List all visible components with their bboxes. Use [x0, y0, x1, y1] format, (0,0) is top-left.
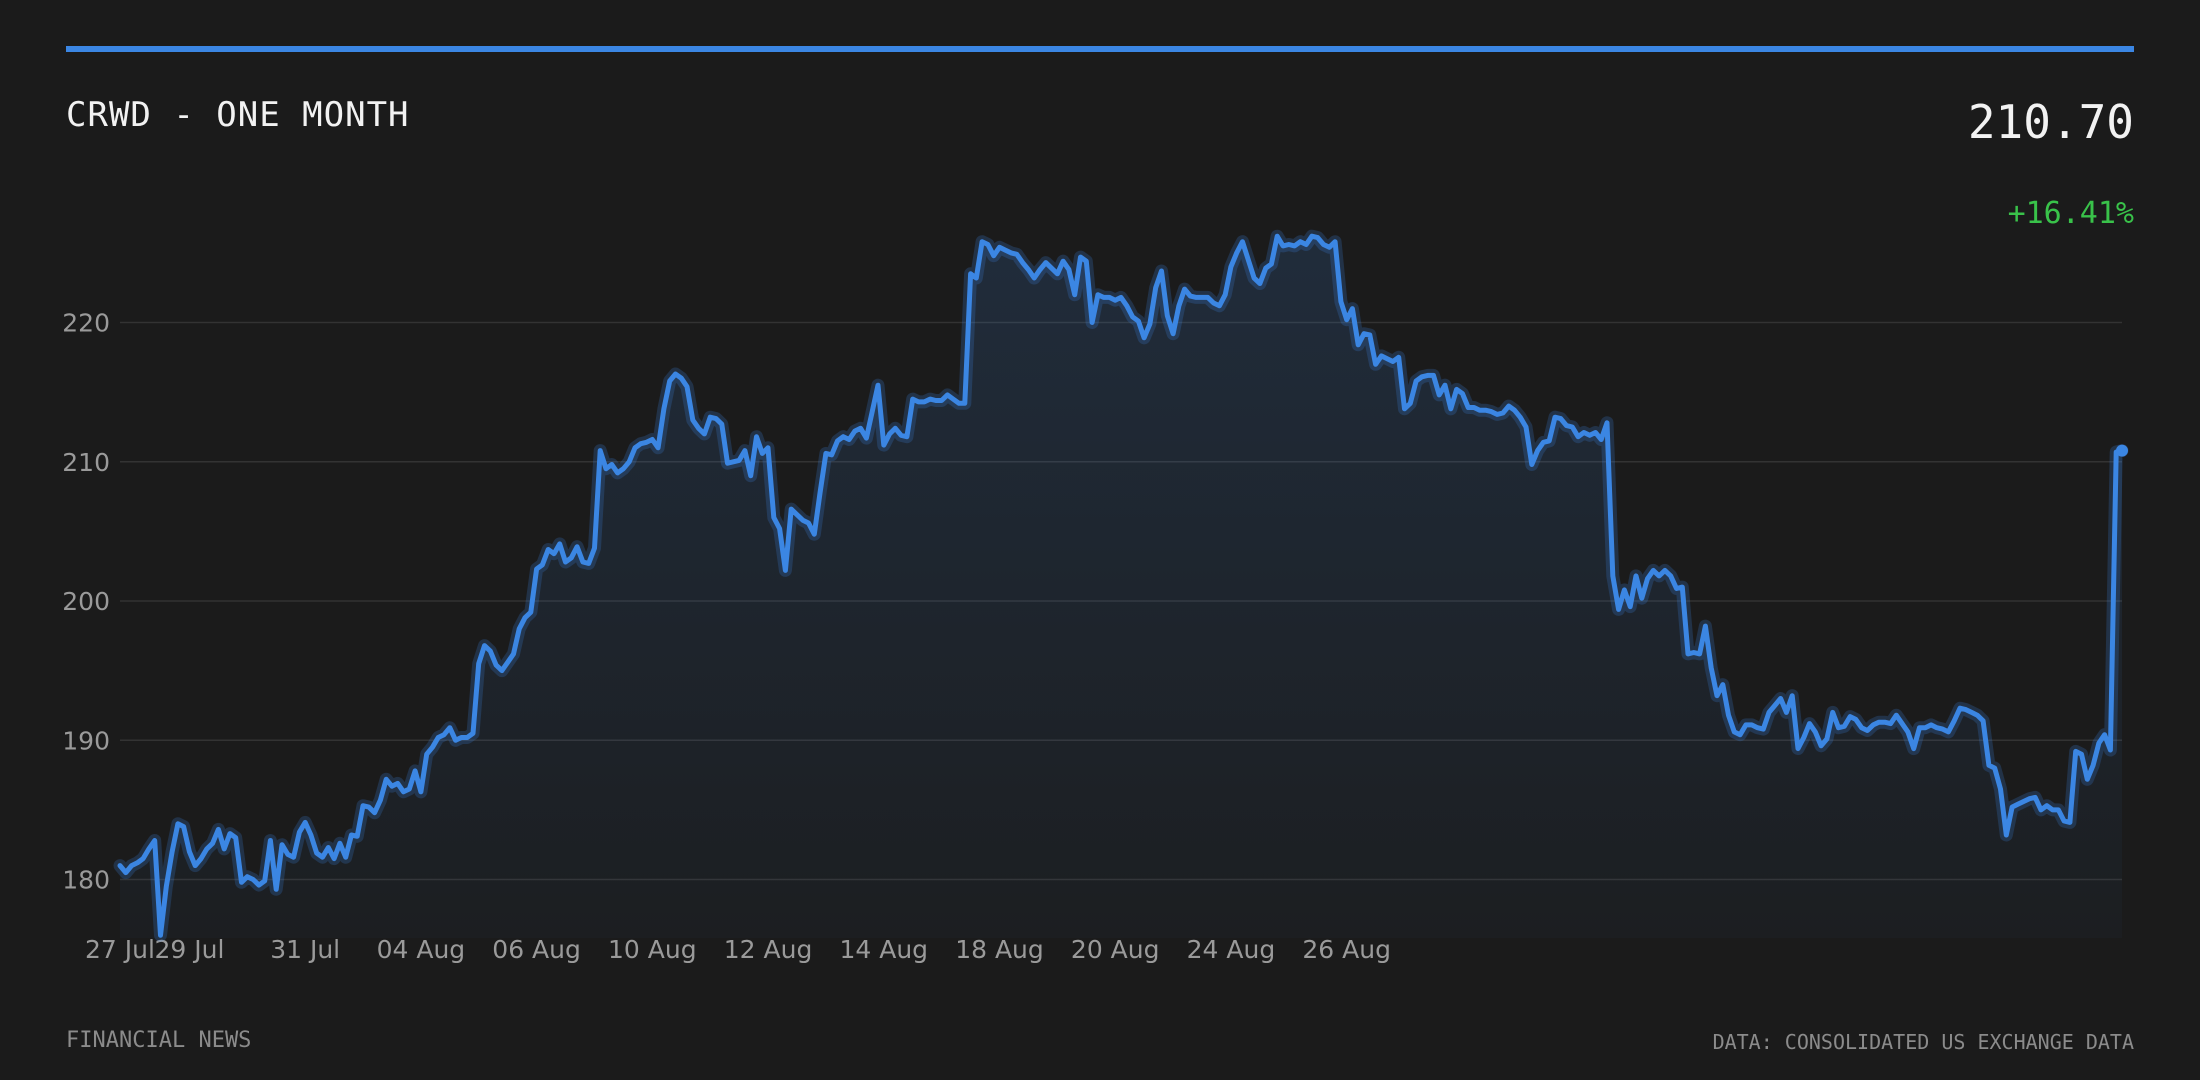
y-tick-label: 200 [62, 587, 110, 616]
x-tick-label: 10 Aug [608, 935, 697, 964]
price-area-fill [120, 236, 2122, 938]
x-tick-label: 06 Aug [492, 935, 581, 964]
accent-bar [66, 46, 2134, 52]
x-tick-label: 14 Aug [839, 935, 928, 964]
x-tick-label: 24 Aug [1187, 935, 1276, 964]
x-tick-label: 20 Aug [1071, 935, 1160, 964]
y-tick-label: 210 [62, 448, 110, 477]
x-axis-ticks: 27 Jul 29 Jul 31 Jul 04 Aug 06 Aug 10 Aug 12 A… [85, 935, 1391, 964]
chart-title: CRWD - ONE MONTH [66, 95, 410, 135]
y-axis-ticks: 180 190 200 210 220 [62, 309, 110, 895]
x-tick-label: 29 Jul [154, 935, 224, 964]
current-price: 210.70 [1967, 95, 2134, 149]
x-tick-label: 18 Aug [955, 935, 1044, 964]
percent-change: +16.41% [2007, 196, 2134, 231]
y-tick-label: 190 [62, 726, 110, 755]
x-tick-label: 31 Jul [270, 935, 340, 964]
x-tick-label: 26 Aug [1302, 935, 1391, 964]
y-tick-label: 180 [62, 866, 110, 895]
x-tick-label: 04 Aug [377, 935, 466, 964]
y-tick-label: 220 [62, 309, 110, 338]
last-price-marker [2116, 444, 2128, 457]
x-tick-label: 27 Jul [85, 935, 155, 964]
footer-source: FINANCIAL NEWS [66, 1028, 252, 1053]
price-line [117, 233, 2125, 938]
footer-data-note: DATA: CONSOLIDATED US EXCHANGE DATA [1712, 1030, 2134, 1054]
x-tick-label: 12 Aug [724, 935, 813, 964]
